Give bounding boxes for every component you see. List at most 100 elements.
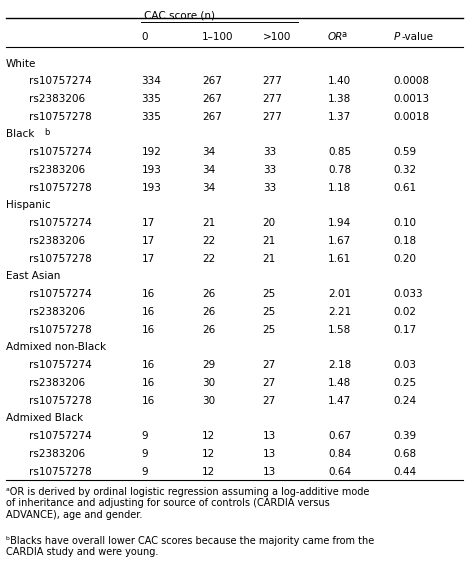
Text: 33: 33 [263,165,276,175]
Text: 335: 335 [141,94,161,104]
Text: 267: 267 [202,76,222,86]
Text: rs10757278: rs10757278 [29,396,92,406]
Text: 16: 16 [141,289,155,300]
Text: 16: 16 [141,325,155,335]
Text: Admixed Black: Admixed Black [6,413,83,423]
Text: 1.61: 1.61 [328,254,351,263]
Text: 16: 16 [141,360,155,370]
Text: 0.68: 0.68 [393,449,417,459]
Text: ᵃOR is derived by ordinal logistic regression assuming a log-additive mode
of in: ᵃOR is derived by ordinal logistic regre… [6,487,369,520]
Text: 1.38: 1.38 [328,94,351,104]
Text: 21: 21 [202,218,215,228]
Text: 12: 12 [202,431,215,441]
Text: 0.20: 0.20 [393,254,416,263]
Text: Hispanic: Hispanic [6,200,51,211]
Text: 27: 27 [263,378,276,388]
Text: 20: 20 [263,218,276,228]
Text: 335: 335 [141,111,161,122]
Text: 25: 25 [263,307,276,317]
Text: rs10757278: rs10757278 [29,111,92,122]
Text: 0.44: 0.44 [393,467,417,477]
Text: 193: 193 [141,183,161,193]
Text: 2.21: 2.21 [328,307,351,317]
Text: >100: >100 [263,32,291,42]
Text: 1.48: 1.48 [328,378,351,388]
Text: 277: 277 [263,76,283,86]
Text: 17: 17 [141,254,155,263]
Text: 21: 21 [263,236,276,246]
Text: rs2383206: rs2383206 [29,449,85,459]
Text: 1.18: 1.18 [328,183,351,193]
Text: rs10757274: rs10757274 [29,218,92,228]
Text: rs2383206: rs2383206 [29,307,85,317]
Text: 33: 33 [263,148,276,157]
Text: 0.61: 0.61 [393,183,417,193]
Text: rs10757278: rs10757278 [29,325,92,335]
Text: 9: 9 [141,431,148,441]
Text: 22: 22 [202,236,215,246]
Text: 0.0018: 0.0018 [393,111,429,122]
Text: rs10757278: rs10757278 [29,254,92,263]
Text: 0.39: 0.39 [393,431,417,441]
Text: 26: 26 [202,307,215,317]
Text: P: P [393,32,400,42]
Text: 0.67: 0.67 [328,431,351,441]
Text: 13: 13 [263,431,276,441]
Text: 9: 9 [141,467,148,477]
Text: 27: 27 [263,396,276,406]
Text: 0.17: 0.17 [393,325,417,335]
Text: 17: 17 [141,236,155,246]
Text: 1.67: 1.67 [328,236,351,246]
Text: 0.0008: 0.0008 [393,76,429,86]
Text: 34: 34 [202,165,215,175]
Text: 9: 9 [141,449,148,459]
Text: 0.24: 0.24 [393,396,417,406]
Text: 34: 34 [202,183,215,193]
Text: 267: 267 [202,94,222,104]
Text: Black: Black [6,129,35,140]
Text: 1.47: 1.47 [328,396,351,406]
Text: White: White [6,59,36,69]
Text: 0.0013: 0.0013 [393,94,429,104]
Text: 12: 12 [202,449,215,459]
Text: 334: 334 [141,76,161,86]
Text: 0.10: 0.10 [393,218,416,228]
Text: 33: 33 [263,183,276,193]
Text: OR: OR [328,32,344,42]
Text: 277: 277 [263,94,283,104]
Text: ᵇBlacks have overall lower CAC scores because the majority came from the
CARDIA : ᵇBlacks have overall lower CAC scores be… [6,535,374,557]
Text: -value: -value [401,32,433,42]
Text: rs10757274: rs10757274 [29,148,92,157]
Text: 2.18: 2.18 [328,360,351,370]
Text: 2.01: 2.01 [328,289,351,300]
Text: 192: 192 [141,148,161,157]
Text: 193: 193 [141,165,161,175]
Text: 16: 16 [141,378,155,388]
Text: 0.84: 0.84 [328,449,351,459]
Text: rs2383206: rs2383206 [29,236,85,246]
Text: 30: 30 [202,378,215,388]
Text: 1–100: 1–100 [202,32,234,42]
Text: 25: 25 [263,325,276,335]
Text: 1.37: 1.37 [328,111,351,122]
Text: rs2383206: rs2383206 [29,94,85,104]
Text: 22: 22 [202,254,215,263]
Text: rs10757274: rs10757274 [29,76,92,86]
Text: 13: 13 [263,449,276,459]
Text: 25: 25 [263,289,276,300]
Text: Admixed non-Black: Admixed non-Black [6,342,106,352]
Text: 0.59: 0.59 [393,148,417,157]
Text: CAC score (n): CAC score (n) [144,11,215,21]
Text: 0.25: 0.25 [393,378,417,388]
Text: b: b [45,128,50,137]
Text: 0.18: 0.18 [393,236,417,246]
Text: 16: 16 [141,307,155,317]
Text: 1.94: 1.94 [328,218,351,228]
Text: rs10757274: rs10757274 [29,431,92,441]
Text: 0: 0 [141,32,148,42]
Text: 0.78: 0.78 [328,165,351,175]
Text: 26: 26 [202,289,215,300]
Text: East Asian: East Asian [6,271,60,282]
Text: 267: 267 [202,111,222,122]
Text: 34: 34 [202,148,215,157]
